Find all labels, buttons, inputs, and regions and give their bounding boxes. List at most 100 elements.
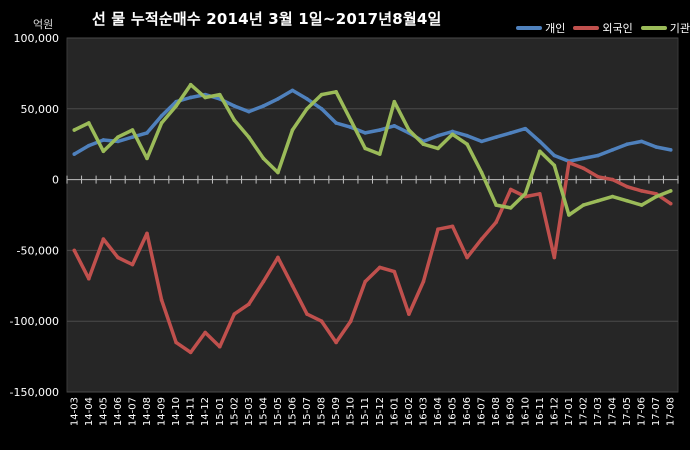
data-point-1 — [625, 184, 629, 189]
data-point-0 — [116, 139, 120, 144]
data-point-2 — [552, 163, 557, 168]
x-tick-label: 17-06 — [637, 397, 648, 426]
x-tick-label: 14-11 — [186, 397, 197, 426]
data-point-2 — [348, 118, 353, 122]
x-tick-label: 16-09 — [506, 397, 517, 426]
data-point-1 — [581, 166, 586, 171]
x-tick-label: 16-07 — [477, 397, 488, 426]
data-point-0 — [334, 121, 338, 125]
data-point-0 — [130, 135, 135, 139]
data-point-0 — [508, 131, 513, 135]
data-point-1 — [247, 302, 251, 307]
data-point-0 — [145, 131, 149, 135]
data-point-2 — [465, 142, 469, 146]
x-tick-label: 14-06 — [113, 397, 124, 426]
data-point-1 — [72, 248, 77, 253]
data-point-0 — [654, 145, 658, 149]
x-tick-label: 15-03 — [244, 397, 255, 426]
y-tick-label: -150,000 — [10, 386, 59, 399]
data-point-2 — [596, 199, 600, 203]
x-tick-label: 16-12 — [549, 397, 560, 426]
x-tick-label: 16-02 — [404, 397, 415, 426]
data-point-2 — [421, 142, 426, 146]
data-point-0 — [523, 126, 528, 131]
data-point-1 — [537, 191, 542, 196]
data-point-0 — [72, 152, 77, 156]
data-point-2 — [130, 128, 135, 132]
data-point-2 — [101, 149, 106, 154]
data-point-0 — [596, 153, 600, 158]
data-point-2 — [116, 135, 120, 139]
data-point-2 — [407, 128, 411, 132]
x-tick-label: 15-10 — [346, 397, 357, 426]
data-point-1 — [421, 279, 426, 284]
data-point-1 — [436, 227, 440, 231]
data-point-1 — [232, 312, 237, 316]
data-point-2 — [174, 104, 178, 108]
data-point-1 — [508, 187, 513, 192]
series-line-0 — [72, 88, 673, 163]
data-point-2 — [639, 203, 644, 207]
data-point-0 — [101, 138, 106, 142]
plot-area — [66, 37, 679, 393]
data-point-1 — [610, 177, 615, 182]
legend-item-individual: 개인 — [516, 20, 565, 36]
data-point-2 — [247, 135, 251, 139]
data-point-0 — [276, 97, 280, 101]
data-point-1 — [392, 269, 397, 274]
data-point-0 — [610, 148, 615, 152]
data-point-0 — [319, 107, 324, 111]
data-point-0 — [290, 88, 295, 93]
data-point-1 — [479, 237, 484, 241]
data-point-0 — [450, 129, 455, 134]
data-point-1 — [465, 255, 469, 260]
data-point-2 — [305, 107, 309, 111]
data-point-1 — [217, 344, 222, 349]
x-tick-label: 17-07 — [651, 397, 662, 426]
data-point-2 — [188, 82, 193, 87]
data-point-0 — [159, 114, 164, 118]
data-point-1 — [261, 279, 266, 284]
data-point-1 — [101, 237, 106, 241]
data-point-1 — [87, 276, 91, 281]
x-tick-label: 16-06 — [462, 397, 473, 426]
data-point-2 — [581, 203, 586, 207]
y-tick-label: 50,000 — [21, 103, 60, 116]
x-tick-label: 14-05 — [98, 397, 109, 426]
data-point-0 — [363, 131, 368, 135]
x-tick-label: 14-09 — [157, 397, 168, 426]
data-point-0 — [348, 125, 353, 130]
data-point-2 — [508, 206, 513, 210]
x-tick-label: 15-08 — [317, 397, 328, 426]
data-point-1 — [377, 265, 382, 270]
x-tick-label: 14-08 — [142, 397, 153, 426]
data-point-2 — [72, 128, 77, 132]
data-point-2 — [523, 191, 528, 196]
data-point-0 — [479, 139, 484, 144]
data-point-2 — [217, 92, 222, 97]
y-tick-label: 100,000 — [14, 32, 60, 45]
x-tick-label: 14-07 — [127, 397, 138, 426]
data-point-0 — [261, 104, 266, 108]
x-tick-label: 17-02 — [578, 397, 589, 426]
chart-legend: 개인 외국인 기관 — [516, 20, 690, 36]
data-point-1 — [159, 298, 164, 302]
x-tick-label: 14-03 — [69, 397, 80, 426]
legend-item-institution: 기관 — [640, 20, 690, 36]
x-tick-label: 16-11 — [535, 397, 546, 426]
data-point-0 — [232, 104, 237, 108]
data-point-1 — [290, 284, 295, 288]
data-point-2 — [625, 199, 629, 203]
legend-swatch-individual — [516, 26, 543, 30]
legend-item-foreign: 외국인 — [573, 20, 633, 36]
data-point-0 — [668, 148, 673, 152]
data-point-1 — [276, 255, 280, 260]
data-point-2 — [145, 156, 149, 161]
y-tick-label: -50,000 — [17, 244, 59, 257]
legend-label-institution: 기관 — [669, 22, 690, 35]
x-tick-label: 14-12 — [200, 397, 211, 426]
x-tick-label: 14-10 — [171, 397, 182, 426]
data-point-2 — [87, 121, 91, 125]
data-point-2 — [494, 203, 498, 207]
